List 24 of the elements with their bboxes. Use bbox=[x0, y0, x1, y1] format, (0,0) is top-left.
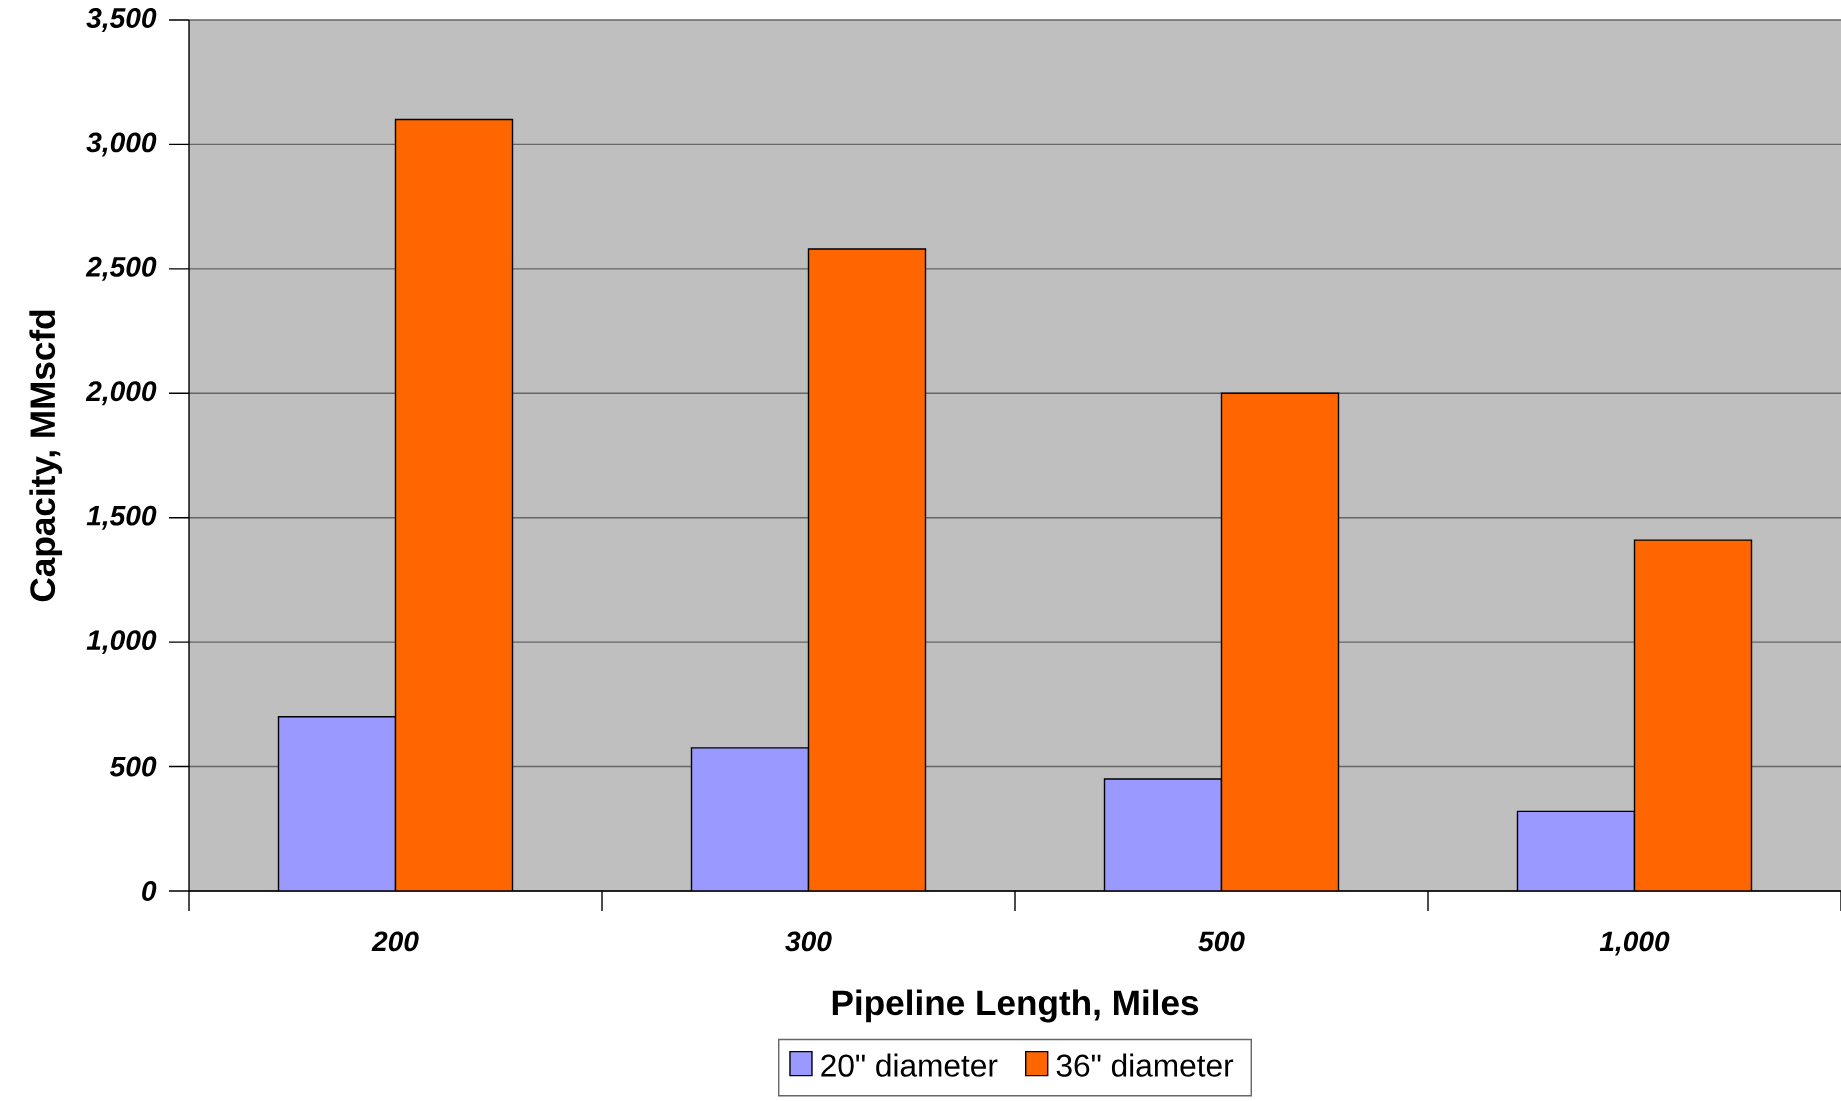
x-tick-label: 500 bbox=[1198, 931, 1245, 952]
y-tick-label: 2,000 bbox=[85, 381, 157, 406]
x-tick-label: 1,000 bbox=[1599, 931, 1670, 956]
x-tick-label: 300 bbox=[785, 931, 832, 952]
y-tick-label: 3,500 bbox=[86, 8, 157, 32]
bar bbox=[1104, 779, 1222, 891]
bar bbox=[808, 248, 926, 891]
y-tick-label: 1,000 bbox=[86, 630, 157, 655]
y-tick-label: 2,500 bbox=[85, 256, 157, 281]
x-axis-title: Pipeline Length, Miles bbox=[832, 989, 1199, 1023]
y-tick-label: 1,500 bbox=[86, 505, 157, 530]
y-tick-label: 500 bbox=[109, 756, 157, 777]
bar bbox=[395, 119, 513, 891]
bar bbox=[1516, 810, 1636, 891]
bar bbox=[691, 747, 809, 891]
bar bbox=[278, 716, 396, 891]
y-tick-label: 3,000 bbox=[86, 132, 157, 157]
y-tick-label: 0 bbox=[142, 881, 157, 901]
y-axis-title: Capacity, MMscfd bbox=[29, 310, 63, 602]
bar bbox=[1221, 393, 1339, 891]
legend-label: 20" diameter bbox=[821, 1053, 998, 1077]
legend-label: 36" diameter bbox=[1056, 1053, 1234, 1077]
bar bbox=[1633, 539, 1753, 891]
x-tick-label: 200 bbox=[371, 931, 419, 952]
